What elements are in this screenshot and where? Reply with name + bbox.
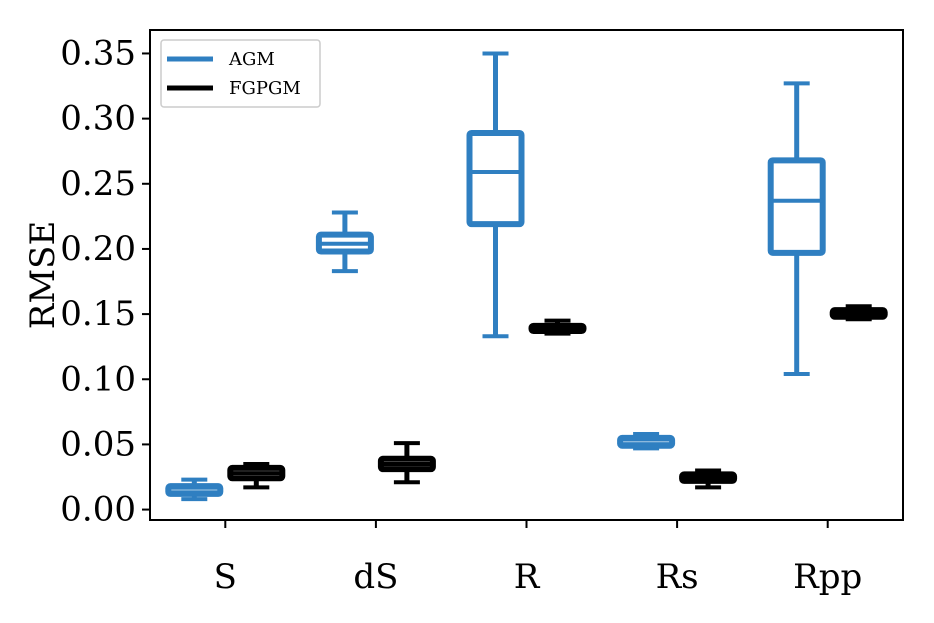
y-tick-label: 0.00 [60,490,136,530]
agm-box-s [165,477,224,502]
iqr-box [829,307,888,320]
y-axis: 0.00 0.05 0.10 0.15 0.20 0.25 0.30 0.35 [60,33,150,530]
x-category-label: R [514,557,541,597]
y-axis-label: RMSE [23,221,63,330]
iqr-box [466,129,525,228]
iqr-box [679,471,738,484]
agm-box-rpp [767,81,826,377]
legend-label-fgpgm: FGPGM [229,78,301,99]
fgpgm-box-rpp [829,304,888,322]
y-tick-label: 0.20 [60,229,136,269]
agm-box-ds [315,210,374,274]
y-tick-label: 0.05 [60,424,136,464]
y-tick-label: 0.35 [60,33,136,73]
x-category-label: Rpp [793,557,862,597]
y-tick-label: 0.25 [60,164,136,204]
fgpgm-box-s [227,461,286,490]
fgpgm-box-ds [377,441,436,485]
legend-label-agm: AGM [228,49,275,70]
legend: AGM FGPGM [160,39,321,108]
x-category-label: S [214,557,237,597]
x-category-label: dS [353,557,398,597]
agm-box-rs [617,431,676,451]
fgpgm-box-r [528,318,587,336]
x-category-label: Rs [656,557,699,597]
fgpgm-box-rs [679,468,738,490]
agm-box-r [466,51,525,339]
y-tick-label: 0.15 [60,294,136,334]
y-tick-label: 0.10 [60,359,136,399]
iqr-box [767,157,826,256]
y-tick-label: 0.30 [60,99,136,139]
